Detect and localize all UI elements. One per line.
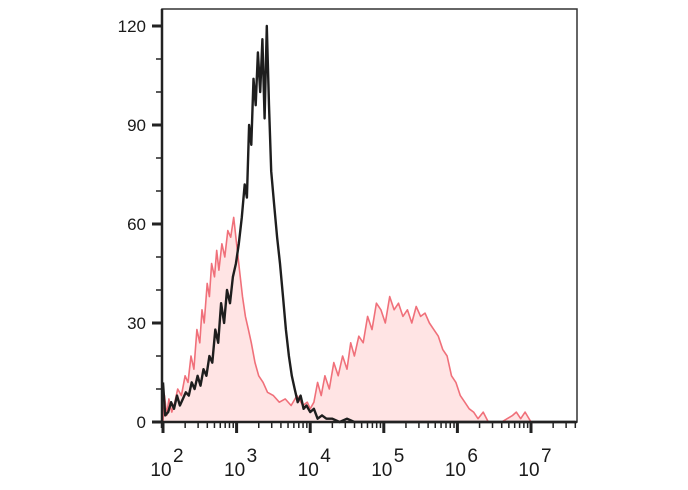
y-tick-label: 0: [137, 413, 146, 432]
x-tick-label-base: 10: [150, 460, 171, 481]
x-tick-label-exponent: 7: [541, 446, 552, 467]
y-tick-label: 60: [127, 215, 146, 234]
x-tick-label-base: 10: [371, 460, 392, 481]
x-tick-label-exponent: 4: [320, 446, 331, 467]
x-tick-label-exponent: 5: [394, 446, 405, 467]
x-tick-label-exponent: 3: [247, 446, 258, 467]
control-series-line: [161, 24, 576, 424]
x-tick-label-base: 10: [298, 460, 319, 481]
y-tick-label: 30: [127, 314, 146, 333]
x-tick-label-base: 10: [224, 460, 245, 481]
x-tick-label-exponent: 2: [173, 446, 184, 467]
x-tick-label-base: 10: [518, 460, 539, 481]
x-tick-label-exponent: 6: [467, 446, 478, 467]
plot-area: [161, 24, 576, 424]
x-tick-label-base: 10: [445, 460, 466, 481]
y-axis-ticks: 0 30 60 90 120: [118, 17, 162, 432]
stained-series-line: [162, 216, 576, 423]
y-tick-label: 120: [118, 17, 146, 36]
y-tick-label: 90: [127, 116, 146, 135]
